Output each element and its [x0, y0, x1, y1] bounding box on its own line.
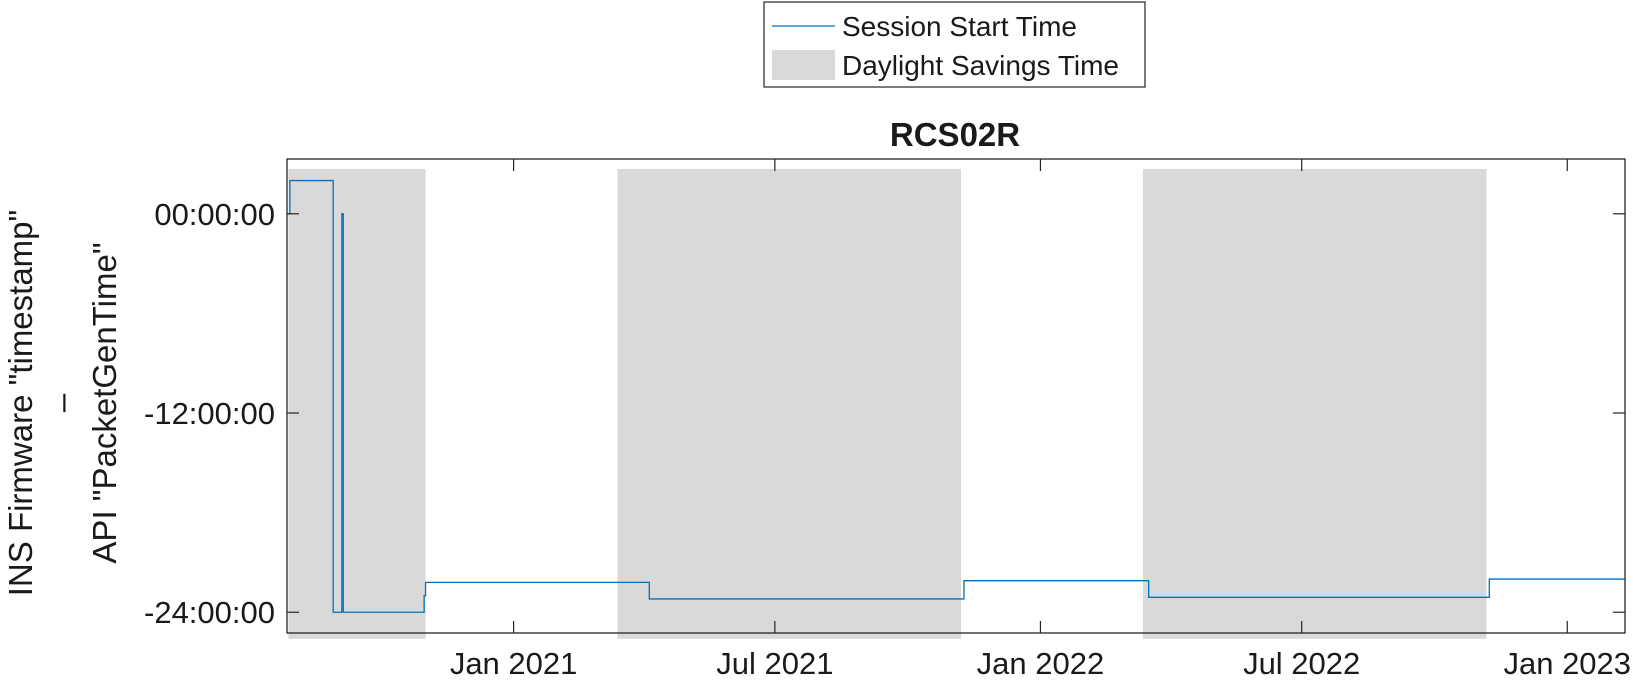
- legend-swatch-daylight-savings-time: [772, 50, 835, 80]
- y-axis-label-line-3: API "PacketGenTime": [86, 242, 123, 563]
- dst-region-2: [617, 168, 962, 639]
- legend-label-session-start-time: Session Start Time: [842, 11, 1077, 42]
- x-tick-label: Jan 2022: [977, 646, 1105, 680]
- y-axis-label: INS Firmware "timestamp" – API "PacketGe…: [2, 210, 123, 596]
- y-axis: 00:00:00 -12:00:00 -24:00:00: [144, 197, 1625, 630]
- series-session-start-time: [287, 179, 1625, 613]
- axes-box: [286, 158, 1626, 634]
- dst-region-3: [1142, 168, 1487, 639]
- y-tick-label: -24:00:00: [144, 595, 275, 630]
- series-line-1: [287, 179, 1625, 613]
- x-tick-label: Jan 2023: [1503, 646, 1631, 680]
- y-axis-label-line-1: INS Firmware "timestamp": [2, 210, 39, 596]
- dst-shaded-regions: [288, 168, 1487, 639]
- legend: Session Start Time Daylight Savings Time: [763, 1, 1146, 88]
- x-axis: Jan 2021 Jul 2021 Jan 2022 Jul 2022 Jan 2023: [450, 159, 1631, 680]
- y-tick-label: -12:00:00: [144, 396, 275, 431]
- chart-title: RCS02R: [890, 116, 1020, 153]
- legend-label-daylight-savings-time: Daylight Savings Time: [842, 50, 1119, 81]
- y-axis-label-line-2: –: [43, 393, 80, 412]
- dst-region-1: [288, 168, 426, 639]
- x-tick-label: Jul 2022: [1243, 646, 1360, 680]
- y-tick-label: 00:00:00: [154, 197, 275, 232]
- x-tick-label: Jan 2021: [450, 646, 578, 680]
- x-tick-label: Jul 2021: [716, 646, 833, 680]
